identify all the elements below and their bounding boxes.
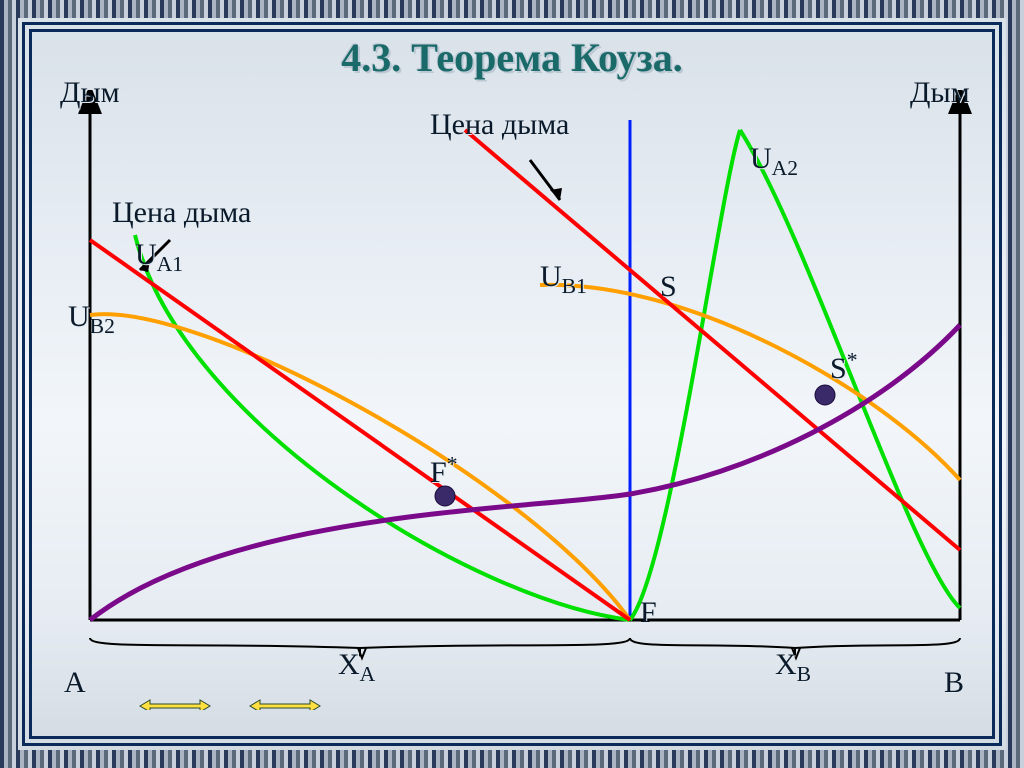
page-title: 4.3. Теорема Коуза. <box>0 34 1024 81</box>
label-ua1: UA1 <box>135 238 183 277</box>
label-ua2: UA2 <box>750 142 798 181</box>
label-b: B <box>944 666 964 700</box>
axis-label-left: Дым <box>60 76 120 110</box>
point-s-star <box>815 385 835 405</box>
diagram-svg <box>50 90 974 710</box>
label-price-right: Цена дыма <box>430 108 569 142</box>
coase-diagram: Дым Дым Цена дыма Цена дыма UA1 UA2 UB1 … <box>50 90 974 650</box>
label-s: S <box>660 270 677 304</box>
curve-red-right <box>465 130 960 550</box>
label-f: F <box>640 596 657 630</box>
bottom-arrow-right <box>250 700 320 710</box>
bottom-arrow-left <box>140 700 210 710</box>
axis-label-right: Дым <box>910 76 970 110</box>
label-xb: XB <box>775 648 811 687</box>
label-price-left: Цена дыма <box>112 196 251 230</box>
label-ub1: UB1 <box>540 260 587 299</box>
label-ub2: UB2 <box>68 300 115 339</box>
label-f-star: F* <box>430 452 457 490</box>
label-s-star: S* <box>830 348 857 386</box>
curve-ua2 <box>630 130 740 620</box>
label-xa: XA <box>338 648 375 687</box>
label-a: A <box>64 666 86 700</box>
